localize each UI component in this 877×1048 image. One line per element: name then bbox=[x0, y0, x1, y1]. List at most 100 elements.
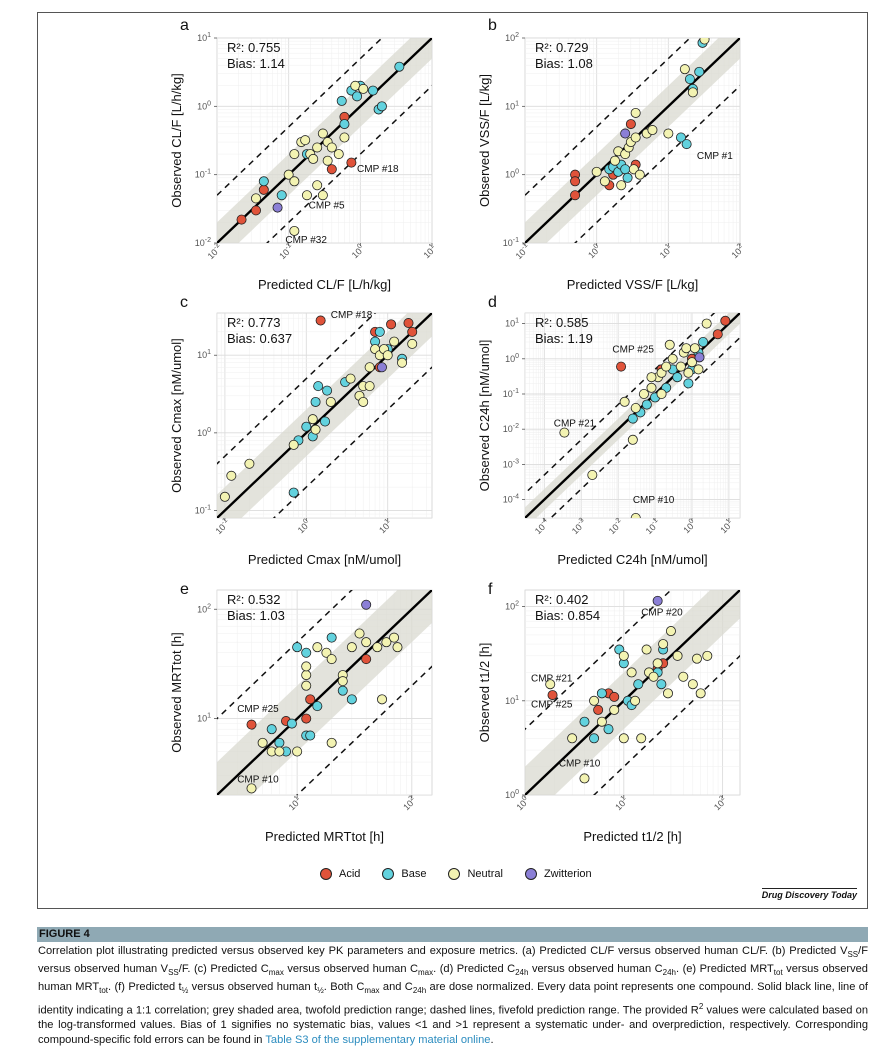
data-point-acid bbox=[570, 190, 581, 201]
compound-annotation: CMP #18 bbox=[357, 164, 399, 175]
data-point-neutral bbox=[289, 225, 300, 236]
data-point-base bbox=[352, 91, 363, 102]
x-tick-label: 102 bbox=[401, 795, 419, 813]
data-point-neutral bbox=[382, 350, 393, 361]
r-squared-label: R²: 0.585 bbox=[535, 315, 588, 330]
data-point-base bbox=[698, 337, 709, 348]
data-point-acid bbox=[305, 694, 316, 705]
data-point-acid bbox=[407, 326, 418, 337]
r-squared-label: R²: 0.532 bbox=[227, 592, 280, 607]
data-point-neutral bbox=[662, 688, 673, 699]
data-point-neutral bbox=[361, 637, 372, 648]
data-point-neutral bbox=[661, 361, 672, 372]
data-point-acid bbox=[570, 176, 581, 187]
data-point-neutral bbox=[672, 650, 683, 661]
data-point-neutral bbox=[301, 661, 312, 672]
data-point-neutral bbox=[627, 434, 638, 445]
data-point-neutral bbox=[559, 427, 570, 438]
data-point-base bbox=[276, 190, 287, 201]
data-point-neutral bbox=[702, 650, 713, 661]
data-point-base bbox=[288, 487, 299, 498]
legend-label-acid: Acid bbox=[339, 868, 361, 880]
data-point-base bbox=[681, 139, 692, 150]
data-point-neutral bbox=[317, 190, 328, 201]
caption-segment: 24h bbox=[662, 968, 676, 978]
legend-marker-acid bbox=[320, 868, 332, 880]
data-point-base bbox=[675, 132, 686, 143]
data-point-neutral bbox=[389, 632, 400, 643]
x-tick-label: 101 bbox=[376, 518, 394, 536]
data-point-base bbox=[579, 716, 590, 727]
data-point-neutral bbox=[664, 339, 675, 350]
data-point-neutral bbox=[397, 357, 408, 368]
bias-label: Bias: 1.19 bbox=[535, 331, 593, 346]
x-tick-label: 100 bbox=[514, 795, 532, 813]
data-point-neutral bbox=[626, 667, 637, 678]
data-point-neutral bbox=[599, 176, 610, 187]
data-point-acid bbox=[386, 319, 397, 330]
caption-segment: 24h bbox=[515, 968, 529, 978]
data-point-neutral bbox=[658, 639, 669, 650]
data-point-acid bbox=[593, 704, 604, 715]
data-point-neutral bbox=[321, 647, 332, 658]
data-point-acid bbox=[720, 315, 731, 326]
y-tick-label: 100 bbox=[505, 169, 519, 180]
r-squared-label: R²: 0.755 bbox=[227, 40, 280, 55]
legend-item-neutral: Neutral bbox=[448, 868, 503, 880]
data-point-neutral bbox=[686, 357, 697, 368]
x-tick-label: 10-1 bbox=[213, 517, 232, 536]
caption-segment: SS bbox=[168, 968, 179, 978]
data-point-neutral bbox=[312, 642, 323, 653]
data-point-neutral bbox=[358, 83, 369, 94]
data-point-neutral bbox=[289, 149, 300, 160]
data-point-base bbox=[367, 85, 378, 96]
y-tick-label: 101 bbox=[505, 318, 519, 329]
data-point-neutral bbox=[616, 180, 627, 191]
x-tick-label: 102 bbox=[711, 795, 729, 813]
data-point-neutral bbox=[326, 737, 337, 748]
data-point-neutral bbox=[246, 783, 257, 794]
data-point-base bbox=[622, 172, 633, 183]
identity-line bbox=[525, 590, 740, 795]
data-point-neutral bbox=[618, 733, 629, 744]
y-tick-label: 10-4 bbox=[503, 494, 519, 505]
data-point-acid bbox=[236, 214, 247, 225]
data-point-neutral bbox=[630, 107, 641, 118]
data-point-neutral bbox=[433, 37, 442, 46]
data-point-zwitterion bbox=[694, 352, 705, 363]
caption-segment: tot bbox=[99, 986, 109, 996]
data-point-neutral bbox=[693, 364, 704, 375]
y-axis-title: Observed CL/F [L/h/kg] bbox=[169, 73, 184, 207]
r-squared-label: R²: 0.773 bbox=[227, 315, 280, 330]
caption-segment: tot bbox=[773, 968, 783, 978]
legend: Acid Base Neutral Zwitterion bbox=[320, 868, 592, 880]
compound-annotation: CMP #21 bbox=[554, 418, 596, 429]
data-point-neutral bbox=[679, 64, 690, 75]
caption-link[interactable]: Table S3 of the supplementary material o… bbox=[265, 1034, 491, 1047]
data-point-neutral bbox=[307, 414, 318, 425]
data-point-base bbox=[620, 164, 631, 175]
x-tick-label: 10-4 bbox=[532, 517, 551, 536]
data-point-neutral bbox=[683, 367, 694, 378]
data-point-base bbox=[641, 399, 652, 410]
fivefold-lower-line bbox=[266, 84, 432, 243]
data-point-base bbox=[305, 730, 316, 741]
compound-annotation: CMP #20 bbox=[641, 608, 683, 619]
caption-segment: and C bbox=[379, 981, 413, 994]
data-points bbox=[559, 315, 731, 518]
data-point-neutral bbox=[325, 396, 336, 407]
x-tick-label: 10-2 bbox=[205, 242, 224, 261]
figure-caption: Correlation plot illustrating predicted … bbox=[38, 944, 868, 1048]
data-point-neutral bbox=[326, 654, 337, 665]
data-point-base bbox=[286, 718, 297, 729]
data-points bbox=[219, 315, 418, 502]
legend-marker-neutral bbox=[448, 868, 461, 880]
data-point-neutral bbox=[591, 166, 602, 177]
data-point-neutral bbox=[567, 733, 578, 744]
x-tick-label: 10-1 bbox=[513, 242, 532, 261]
data-point-neutral bbox=[695, 688, 706, 699]
y-tick-label: 102 bbox=[197, 603, 211, 614]
data-point-neutral bbox=[589, 695, 600, 706]
x-axis-title: Predicted C24h [nM/umol] bbox=[557, 552, 707, 567]
